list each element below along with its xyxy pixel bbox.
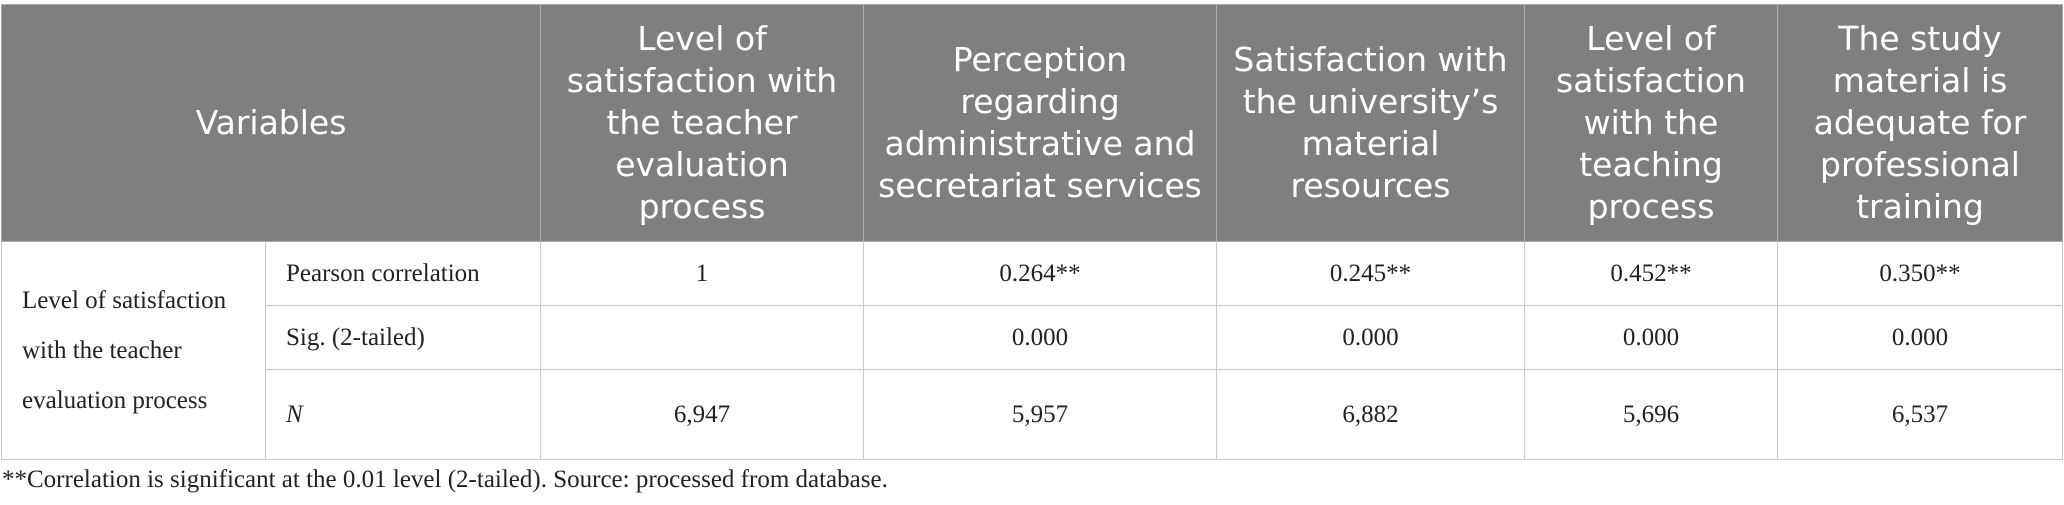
value-cell: 6,537: [1777, 369, 2063, 460]
header-cell: Level of satisfaction with the teacher e…: [540, 4, 864, 242]
table-row: Sig. (2-tailed) 0.000 0.000 0.000 0.000: [2, 305, 2063, 370]
value-cell: 0.000: [863, 305, 1217, 370]
row-label: Level of satisfaction with the teacher e…: [1, 241, 266, 460]
header-cell: Satisfaction with the university’s mater…: [1216, 4, 1525, 242]
value-cell: 5,957: [863, 369, 1217, 460]
value-cell: 0.264**: [863, 241, 1217, 306]
table-row: N 6,947 5,957 6,882 5,696 6,537: [2, 369, 2063, 460]
header-cell: Variables: [1, 4, 541, 242]
value-cell: 6,882: [1216, 369, 1525, 460]
value-cell: [540, 305, 864, 370]
value-cell: 1: [540, 241, 864, 306]
value-cell: 0.000: [1777, 305, 2063, 370]
value-cell: 6,947: [540, 369, 864, 460]
stat-label: Pearson correlation: [265, 241, 541, 306]
table-row: Level of satisfaction with the teacher e…: [1, 241, 2063, 460]
header-cell: The study material is adequate for profe…: [1777, 4, 2063, 242]
header-cell: Perception regarding administrative and …: [863, 4, 1217, 242]
footnote: **Correlation is significant at the 0.01…: [2, 466, 888, 493]
value-cell: 0.245**: [1216, 241, 1525, 306]
header-row: Variables Level of satisfaction with the…: [1, 4, 2063, 242]
correlation-table: Variables Level of satisfaction with the…: [1, 4, 2063, 460]
value-cell: 0.350**: [1777, 241, 2063, 306]
value-cell: 0.452**: [1524, 241, 1778, 306]
value-cell: 5,696: [1524, 369, 1778, 460]
value-cell: 0.000: [1524, 305, 1778, 370]
stat-label: Sig. (2-tailed): [265, 305, 541, 370]
stat-label: N: [265, 369, 541, 460]
value-cell: 0.000: [1216, 305, 1525, 370]
header-cell: Level of satisfaction with the teaching …: [1524, 4, 1778, 242]
